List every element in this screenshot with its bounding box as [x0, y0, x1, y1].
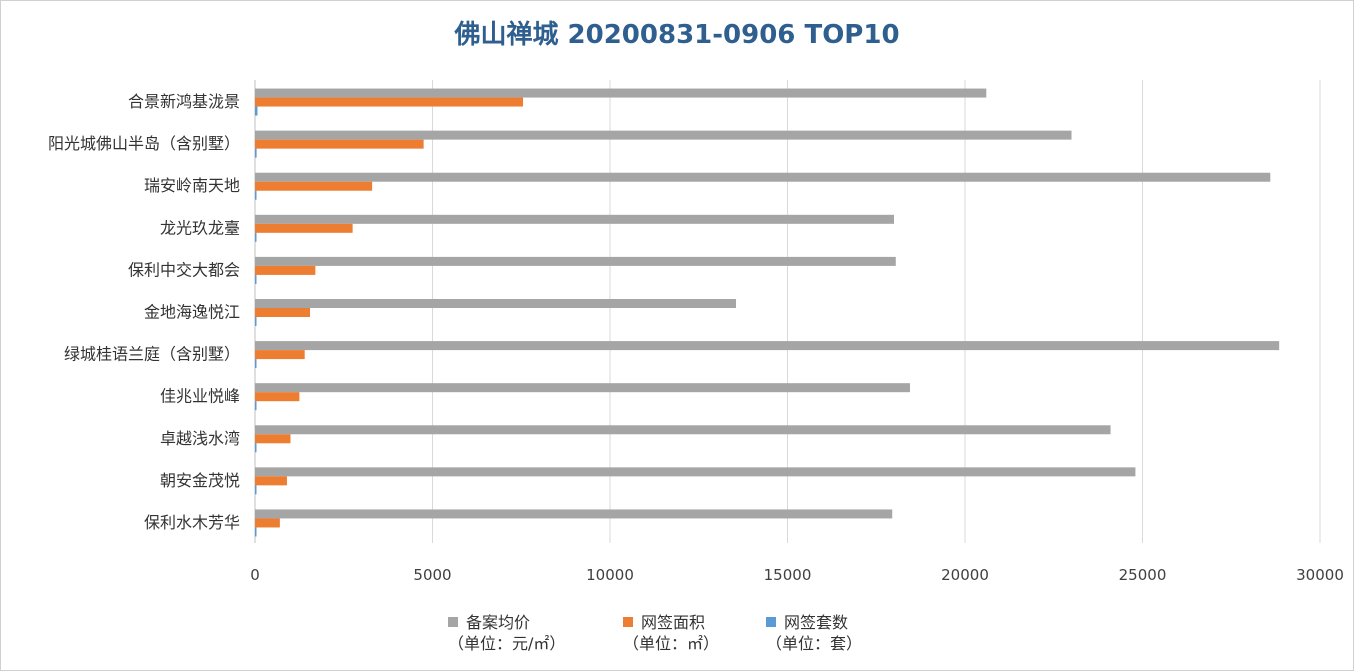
- bar: [255, 401, 257, 411]
- x-tick-label: 0: [250, 566, 260, 584]
- category-label: 龙光玖龙臺: [160, 218, 240, 237]
- bar: [255, 190, 257, 200]
- bar: [255, 308, 311, 317]
- category-label: 阳光城佛山半岛（含别墅）: [48, 134, 240, 153]
- bar: [255, 214, 894, 224]
- bar: [255, 359, 257, 369]
- bar: [255, 518, 280, 528]
- bar: [255, 148, 257, 158]
- bar: [255, 434, 291, 444]
- bar: [255, 232, 257, 242]
- legend-label-avg-price: 备案均价: [466, 613, 531, 632]
- chart-title: 佛山禅城 20200831-0906 TOP10: [454, 20, 900, 50]
- bar: [255, 106, 258, 116]
- legend-item-area: 网签面积 （单位：㎡）: [623, 612, 719, 654]
- x-tick-label: 15000: [764, 566, 812, 584]
- legend-item-units: 网签套数 （单位：套）: [766, 612, 862, 654]
- legend: 备案均价 （单位：元/㎡） 网签面积 （单位：㎡） 网签套数 （单位：套）: [448, 612, 908, 662]
- legend-unit-units: （单位：套）: [766, 634, 863, 653]
- bar: [255, 485, 257, 495]
- bar: [255, 341, 1280, 351]
- x-tick-label: 25000: [1119, 566, 1167, 584]
- x-tick-label: 5000: [413, 566, 451, 584]
- x-tick-label: 20000: [941, 566, 989, 584]
- bar: [255, 274, 257, 284]
- category-label: 佳兆业悦峰: [160, 387, 240, 406]
- legend-swatch-units: [766, 617, 776, 627]
- bar: [255, 223, 353, 233]
- bar: [255, 383, 910, 393]
- category-label: 朝安金茂悦: [160, 471, 240, 490]
- bar: [255, 172, 1271, 182]
- bar: [255, 88, 987, 98]
- category-label: 金地海逸悦江: [144, 303, 240, 322]
- x-tick-label: 10000: [586, 566, 634, 584]
- legend-swatch-area: [623, 617, 633, 627]
- bar: [255, 130, 1072, 140]
- bar: [255, 467, 1136, 477]
- legend-label-area: 网签面积: [641, 613, 706, 632]
- bar: [255, 265, 316, 275]
- legend-swatch-avg-price: [448, 617, 458, 627]
- bar: [255, 139, 424, 149]
- bar: [255, 299, 737, 308]
- bar: [255, 392, 300, 402]
- legend-item-avg-price: 备案均价 （单位：元/㎡）: [448, 612, 565, 654]
- category-label: 合景新鸿基泷景: [128, 92, 240, 111]
- bar: [255, 350, 305, 360]
- x-tick-labels: 0 5000 10000 15000 20000 25000 30000: [250, 566, 1344, 584]
- category-label: 瑞安岭南天地: [144, 176, 240, 195]
- legend-unit-avg-price: （单位：元/㎡）: [448, 634, 566, 653]
- category-label: 绿城桂语兰庭（含别墅）: [64, 345, 240, 364]
- bar: [255, 527, 257, 537]
- bar: [255, 476, 287, 486]
- bar: [255, 425, 1111, 435]
- bar: [255, 509, 893, 519]
- bar: [255, 443, 257, 453]
- legend-unit-area: （单位：㎡）: [623, 634, 720, 653]
- bar: [255, 97, 524, 107]
- bars: [255, 88, 1280, 537]
- category-label: 保利水木芳华: [144, 513, 240, 532]
- bar: [255, 181, 373, 191]
- bar: [255, 317, 257, 326]
- category-label: 保利中交大都会: [128, 260, 240, 279]
- legend-label-units: 网签套数: [784, 613, 849, 632]
- bar: [255, 256, 896, 266]
- x-tick-label: 30000: [1296, 566, 1344, 584]
- category-label: 卓越浅水湾: [160, 429, 240, 448]
